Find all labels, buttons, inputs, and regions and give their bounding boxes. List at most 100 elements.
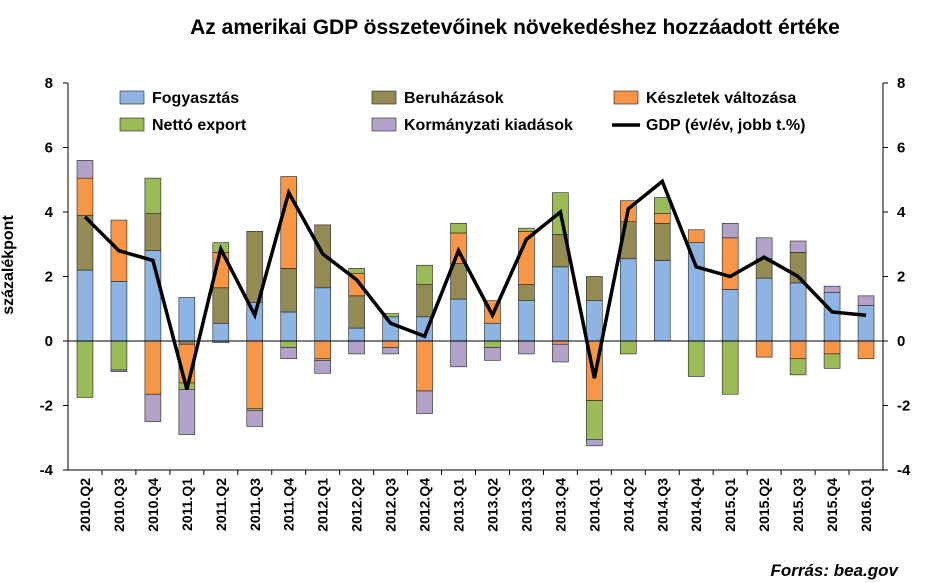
legend-label: Készletek változása	[646, 90, 796, 107]
legend-item: Beruházások	[371, 90, 504, 107]
x-tick-label: 2013.Q1	[451, 478, 467, 532]
bar-segment	[789, 358, 807, 376]
bar-segment	[586, 400, 603, 440]
bar-segment	[348, 295, 365, 329]
x-tick-label: 2013.Q3	[518, 478, 534, 532]
bar-segment	[246, 340, 264, 410]
bar-segment	[246, 231, 264, 303]
y-tick-label-right: 6	[897, 140, 905, 157]
bar-segment	[76, 160, 94, 179]
x-tick-label: 2014.Q1	[586, 478, 602, 532]
y-axis-label: százalékpont	[0, 215, 17, 315]
x-tick-label: 2013.Q2	[484, 478, 500, 532]
legend-swatch	[371, 90, 397, 105]
bar-segment	[416, 284, 433, 318]
y-tick-label-left: 0	[45, 333, 53, 350]
legend-item: GDP (év/év, jobb t.%)	[612, 117, 805, 134]
bar-segment	[823, 340, 841, 355]
y-tick-label-left: -2	[40, 398, 53, 415]
bar-segment	[721, 222, 739, 239]
bar-segment	[789, 240, 807, 253]
y-tick-label-right: 2	[897, 269, 905, 286]
bar-segment	[518, 300, 535, 342]
bar-segment	[450, 222, 467, 234]
legend-swatch	[613, 90, 639, 105]
bar-segment	[450, 298, 467, 342]
x-tick-label: 2010.Q2	[77, 478, 93, 532]
bar-segment	[110, 340, 128, 371]
chart-title: Az amerikai GDP összetevőinek növekedésh…	[190, 16, 840, 39]
bar-segment	[280, 311, 298, 342]
x-tick-label: 2012.Q4	[417, 478, 433, 532]
bar-segment	[416, 390, 433, 414]
legend-label: Beruházások	[404, 90, 504, 107]
bar-segment	[144, 213, 162, 252]
bar-segment	[382, 340, 399, 348]
bar-segment	[416, 340, 433, 392]
bar-segment	[212, 322, 230, 342]
bar-segment	[144, 177, 162, 214]
legend-item: Fogyasztás	[119, 90, 239, 107]
bar-segment	[484, 347, 501, 361]
legend-item: Nettó export	[119, 117, 247, 134]
bar-segment	[823, 292, 841, 342]
legend-swatch	[119, 117, 145, 132]
bar-segment	[687, 229, 705, 243]
bar-segment	[721, 237, 739, 290]
bar-segment	[484, 322, 501, 342]
legend-swatch	[119, 90, 145, 105]
bar-segment	[518, 227, 535, 232]
y-tick-label-right: -4	[897, 462, 911, 479]
bar-segment	[212, 287, 230, 324]
bar-segment	[76, 340, 94, 398]
bar-segment	[110, 281, 128, 342]
legend-item: Készletek változása	[613, 90, 796, 107]
bar-segment	[314, 287, 331, 342]
bar-segment	[789, 340, 807, 360]
bar-segment	[586, 276, 603, 301]
legend-label: Kormányzati kiadások	[404, 117, 573, 134]
bar-segment	[755, 277, 773, 342]
legend-item: Kormányzati kiadások	[371, 117, 573, 134]
bar-segment	[144, 340, 162, 395]
source-note: Forrás: bea.gov	[770, 561, 899, 580]
x-tick-label: 2014.Q4	[688, 478, 704, 532]
bar-segment	[280, 347, 298, 360]
y-tick-label-right: 8	[897, 75, 905, 92]
bar-segment	[76, 177, 94, 216]
x-tick-label: 2015.Q3	[790, 478, 806, 532]
bar-segment	[518, 284, 535, 301]
legend-label: Fogyasztás	[152, 90, 239, 107]
y-tick-label-left: 4	[45, 204, 54, 221]
y-tick-label-left: -4	[40, 462, 54, 479]
y-tick-label-right: 4	[897, 204, 906, 221]
bar-segment	[721, 340, 739, 395]
y-tick-label-left: 6	[45, 140, 53, 157]
bar-segment	[653, 260, 671, 342]
bar-segment	[620, 258, 637, 342]
x-tick-label: 2011.Q3	[247, 478, 263, 531]
x-tick-label: 2012.Q2	[349, 478, 365, 532]
bar-segment	[178, 297, 196, 342]
bar-segment	[484, 340, 501, 348]
bar-segment	[314, 224, 331, 289]
y-tick-label-right: -2	[897, 398, 910, 415]
bar-segment	[823, 353, 841, 369]
bar-segment	[246, 410, 264, 427]
x-tick-label: 2013.Q4	[552, 478, 568, 532]
x-tick-label: 2011.Q2	[213, 478, 229, 531]
y-tick-label-right: 0	[897, 333, 905, 350]
bar-segment	[857, 340, 875, 360]
y-tick-label-left: 8	[45, 75, 53, 92]
bar-segment	[382, 347, 399, 355]
x-tick-label: 2014.Q2	[620, 478, 636, 532]
bar-segment	[280, 340, 298, 348]
x-tick-label: 2016.Q1	[858, 478, 874, 532]
bar-segment	[348, 327, 365, 342]
y-tick-label-left: 2	[45, 269, 53, 286]
bar-segment	[586, 439, 603, 447]
x-tick-label: 2015.Q2	[756, 478, 772, 532]
bar-segment	[382, 316, 399, 342]
bar-segment	[823, 285, 841, 293]
